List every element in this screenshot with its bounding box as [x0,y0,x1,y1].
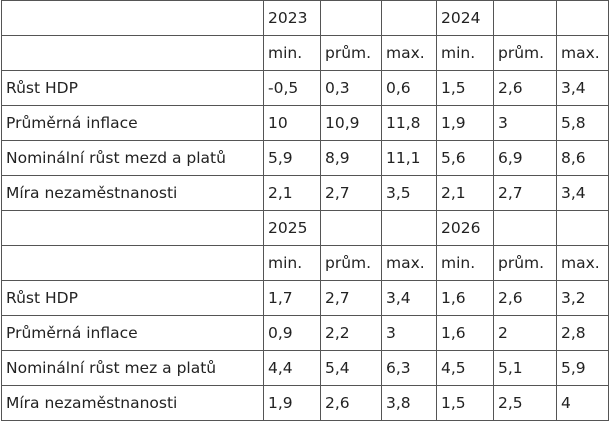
subheader-cell: min. [263,245,321,281]
empty-cell [493,0,557,36]
value-cell: 0,9 [263,315,321,351]
value-cell: 11,8 [381,105,437,141]
value-cell: 8,6 [556,140,609,176]
value-cell: 5,8 [556,105,609,141]
data-row: Růst HDP -0,5 0,3 0,6 1,5 2,6 3,4 [1,70,609,106]
subheader-row: min. prům. max. min. prům. max. [1,245,609,281]
value-cell: 5,1 [493,350,557,386]
value-cell: 4,4 [263,350,321,386]
value-cell: 2,1 [436,175,494,211]
row-label: Průměrná inflace [1,105,264,141]
subheader-cell: max. [381,35,437,71]
value-cell: 2,6 [493,280,557,316]
value-cell: 6,9 [493,140,557,176]
value-cell: 3 [381,315,437,351]
empty-cell [493,210,557,246]
subheader-cell: prům. [320,245,382,281]
value-cell: 3,4 [556,175,609,211]
subheader-cell: max. [381,245,437,281]
subheader-row: min. prům. max. min. prům. max. [1,35,609,71]
value-cell: 2 [493,315,557,351]
empty-cell [320,0,382,36]
row-label: Růst HDP [1,70,264,106]
value-cell: 2,6 [320,385,382,421]
data-row: Růst HDP 1,7 2,7 3,4 1,6 2,6 3,2 [1,280,609,316]
value-cell: 1,6 [436,315,494,351]
value-cell: 5,6 [436,140,494,176]
empty-cell [556,0,609,36]
data-row: Průměrná inflace 10 10,9 11,8 1,9 3 5,8 [1,105,609,141]
value-cell: 10,9 [320,105,382,141]
data-row: Nominální růst mez a platů 4,4 5,4 6,3 4,5 5,… [1,350,609,386]
value-cell: 0,6 [381,70,437,106]
value-cell: 10 [263,105,321,141]
value-cell: 1,9 [263,385,321,421]
empty-cell [556,210,609,246]
data-row: Míra nezaměstnanosti 1,9 2,6 3,8 1,5 2,5 4 [1,385,609,421]
data-row: Míra nezaměstnanosti 2,1 2,7 3,5 2,1 2,7 3,4 [1,175,609,211]
value-cell: 3,5 [381,175,437,211]
empty-cell [320,210,382,246]
value-cell: 3,2 [556,280,609,316]
value-cell: 4 [556,385,609,421]
subheader-cell: max. [556,245,609,281]
value-cell: -0,5 [263,70,321,106]
year-row: 2023 2024 [1,0,609,36]
value-cell: 4,5 [436,350,494,386]
subheader-cell: min. [436,35,494,71]
value-cell: 2,7 [493,175,557,211]
value-cell: 2,2 [320,315,382,351]
row-label: Nominální růst mez a platů [1,350,264,386]
value-cell: 6,3 [381,350,437,386]
row-label: Průměrná inflace [1,315,264,351]
empty-cell [1,210,264,246]
value-cell: 2,7 [320,280,382,316]
value-cell: 2,1 [263,175,321,211]
subheader-cell: min. [263,35,321,71]
value-cell: 3,8 [381,385,437,421]
empty-cell [381,210,437,246]
value-cell: 8,9 [320,140,382,176]
empty-cell [381,0,437,36]
value-cell: 2,7 [320,175,382,211]
empty-cell [1,245,264,281]
subheader-cell: min. [436,245,494,281]
value-cell: 1,6 [436,280,494,316]
value-cell: 1,7 [263,280,321,316]
value-cell: 2,6 [493,70,557,106]
year-row: 2025 2026 [1,210,609,246]
value-cell: 1,9 [436,105,494,141]
value-cell: 1,5 [436,385,494,421]
row-label: Růst HDP [1,280,264,316]
row-label: Míra nezaměstnanosti [1,385,264,421]
value-cell: 2,8 [556,315,609,351]
row-label: Míra nezaměstnanosti [1,175,264,211]
subheader-cell: prům. [493,245,557,281]
empty-cell [1,0,264,36]
year-cell: 2023 [263,0,321,36]
value-cell: 11,1 [381,140,437,176]
subheader-cell: max. [556,35,609,71]
value-cell: 3,4 [556,70,609,106]
year-cell: 2026 [436,210,494,246]
value-cell: 1,5 [436,70,494,106]
data-row: Nominální růst mezd a platů 5,9 8,9 11,1 5,6… [1,140,609,176]
subheader-cell: prům. [493,35,557,71]
value-cell: 3 [493,105,557,141]
value-cell: 5,4 [320,350,382,386]
year-cell: 2025 [263,210,321,246]
row-label: Nominální růst mezd a platů [1,140,264,176]
value-cell: 0,3 [320,70,382,106]
value-cell: 5,9 [263,140,321,176]
value-cell: 2,5 [493,385,557,421]
empty-cell [1,35,264,71]
year-cell: 2024 [436,0,494,36]
data-row: Průměrná inflace 0,9 2,2 3 1,6 2 2,8 [1,315,609,351]
value-cell: 3,4 [381,280,437,316]
value-cell: 5,9 [556,350,609,386]
subheader-cell: prům. [320,35,382,71]
